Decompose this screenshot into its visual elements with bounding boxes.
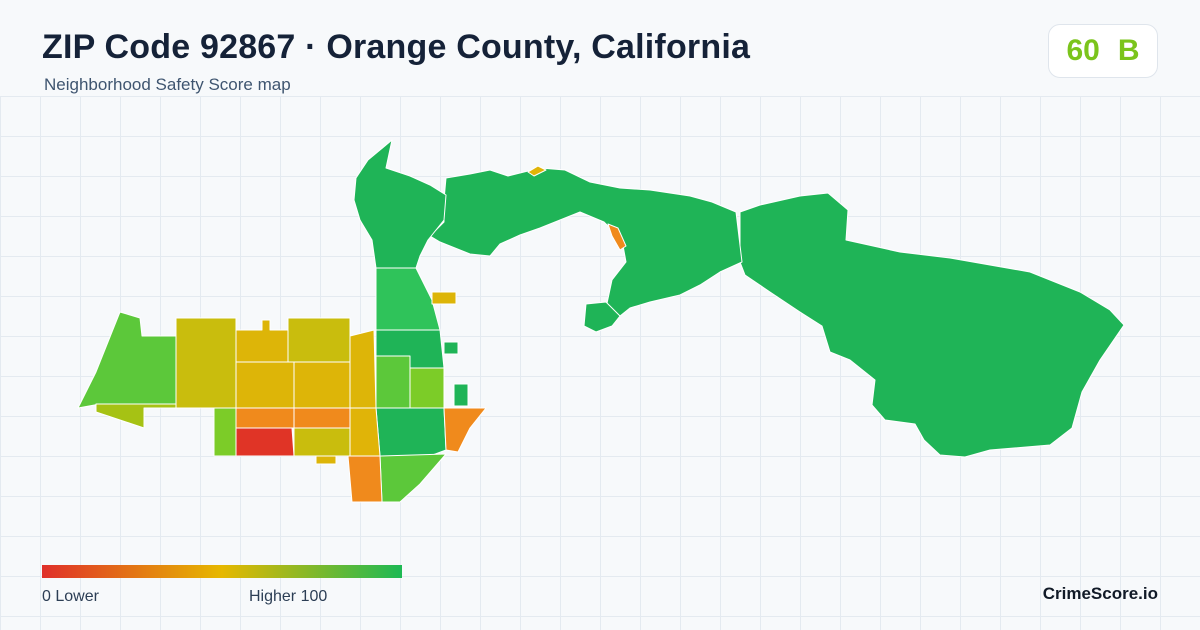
map-region-block-i[interactable] [293,407,351,429]
map-region-block-k[interactable] [293,427,351,457]
map-region-west-strip[interactable] [95,403,177,429]
map-region-north-band[interactable] [429,167,743,317]
map-region-small-gold-2[interactable] [315,455,337,465]
brand-label: CrimeScore.io [1042,584,1158,603]
map-region-small-green-2[interactable] [453,383,469,407]
map-region-east-hills[interactable] [739,192,1125,458]
map-region-block-c[interactable] [287,317,351,363]
map-region-mid-column-3[interactable] [375,355,411,409]
map-region-block-a[interactable] [175,317,237,409]
map-region-north-spur[interactable] [583,301,621,333]
map-region-red-block[interactable] [235,427,295,457]
map-region-mid-column-1[interactable] [375,267,441,331]
score-grade: B [1117,34,1140,67]
page-title: ZIP Code 92867 · Orange County, Californ… [42,28,751,66]
map-region-mid-column-4[interactable] [409,367,445,409]
map-region-block-d[interactable] [235,361,295,409]
map-region-small-green-1[interactable] [443,341,459,355]
safety-score-badge: 60 B [1048,24,1158,78]
map-region-north-tip[interactable] [527,165,547,177]
map-region-block-e[interactable] [293,361,351,409]
score-value: 60 [1066,34,1100,67]
map-region-block-f[interactable] [349,329,377,409]
map-region-south-tail[interactable] [379,453,447,503]
map-region-south-center[interactable] [375,407,447,461]
map-region-small-orange[interactable] [607,223,627,251]
legend-color-bar [42,565,402,578]
map-region-west-wedge[interactable] [77,311,177,409]
map-region-block-j[interactable] [349,407,381,457]
legend-high-label: Higher 100 [249,588,328,605]
map-region-south-orange[interactable] [347,455,383,503]
map-region-southeast-orange[interactable] [443,407,487,453]
map-region-west-hills[interactable] [353,139,447,269]
map-region-small-gold-1[interactable] [431,291,457,305]
map-region-block-b[interactable] [235,319,289,363]
legend-low-label: 0 Lower [42,588,99,605]
map-region-block-g[interactable] [213,407,237,457]
map-region-block-h[interactable] [235,407,295,429]
page-subtitle: Neighborhood Safety Score map [44,75,291,94]
